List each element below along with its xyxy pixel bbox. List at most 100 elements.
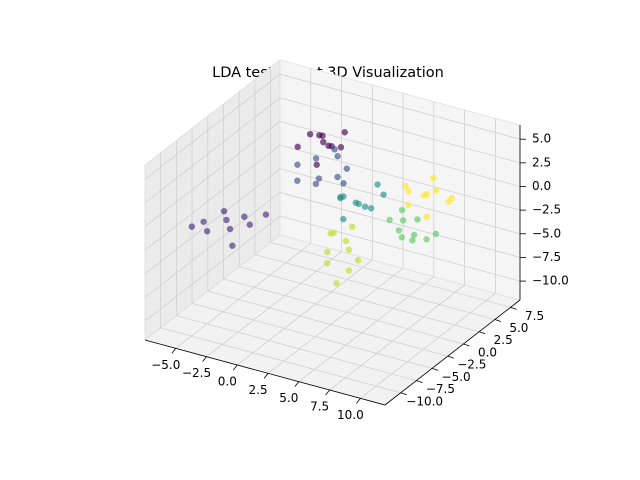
point (333, 280, 340, 287)
point (246, 221, 253, 228)
tick-mark (294, 381, 300, 387)
y-tick-label: −5.0 (442, 370, 471, 384)
point (220, 207, 228, 215)
point (398, 234, 406, 241)
tick-mark (431, 367, 439, 371)
grid-line (144, 168, 281, 275)
grid-line (176, 315, 417, 381)
grid-line (144, 121, 281, 227)
point (334, 153, 341, 160)
x-tick-label: −2.5 (182, 366, 211, 380)
point (324, 260, 331, 267)
point (354, 257, 362, 264)
point (448, 194, 455, 202)
y-tick-label: 5.0 (509, 321, 528, 335)
point (409, 237, 416, 244)
grid-line (279, 73, 521, 140)
point (324, 248, 331, 256)
x-tick-label: 10.0 (337, 408, 364, 422)
point (432, 230, 440, 238)
grid-line (239, 266, 480, 333)
point (294, 161, 301, 168)
point (262, 211, 270, 218)
point (420, 192, 428, 199)
grid-line (279, 192, 521, 258)
point (241, 213, 248, 220)
grid-line (279, 144, 521, 211)
tick-mark (202, 356, 207, 362)
point (312, 180, 320, 188)
point (229, 242, 236, 249)
grid-line (329, 284, 465, 391)
grid-line (206, 251, 342, 357)
y-tick-label: 7.5 (525, 309, 544, 323)
z-tick-label: −7.5 (532, 250, 561, 264)
point (423, 213, 431, 220)
grid-line (144, 144, 281, 251)
grid-line (144, 97, 281, 204)
point (337, 194, 344, 202)
x-tick-label: 0.0 (218, 375, 237, 389)
point (315, 175, 323, 182)
point (312, 155, 320, 162)
point (423, 236, 430, 243)
point (367, 205, 375, 212)
z-tick-label: −5.0 (532, 226, 561, 240)
point (320, 138, 327, 146)
point (414, 216, 421, 223)
y-tick-label: −2.5 (457, 358, 486, 372)
y-tick-label: −7.5 (426, 382, 455, 396)
x-tick-label: 5.0 (279, 391, 298, 405)
tick-mark (232, 364, 238, 371)
grid-line (160, 327, 401, 394)
point (410, 231, 418, 239)
point (405, 201, 412, 209)
z-tick-label: 5.0 (532, 132, 551, 146)
y-tick-label: −10.0 (406, 394, 443, 408)
grid-line (191, 302, 433, 369)
point (400, 217, 407, 224)
tick-mark (263, 373, 269, 379)
point (294, 177, 301, 184)
point (334, 173, 341, 181)
point (343, 165, 351, 172)
point (203, 228, 211, 235)
point (402, 182, 409, 190)
point (374, 181, 381, 188)
grid-line (223, 278, 464, 345)
y-tick-label: 0.0 (478, 345, 497, 359)
point (313, 161, 320, 168)
x-tick-label: 7.5 (310, 400, 329, 414)
x-axis-line (144, 339, 386, 406)
y-axis-line (384, 299, 521, 406)
point (340, 180, 347, 187)
point (380, 191, 387, 198)
point (345, 246, 353, 254)
point (294, 143, 301, 151)
point (200, 218, 207, 225)
point (331, 146, 338, 153)
tick-mark (494, 319, 502, 322)
point (337, 144, 345, 151)
grid-line (207, 290, 448, 357)
point (316, 132, 323, 139)
point (433, 187, 440, 194)
grid-line (237, 259, 373, 366)
tick-mark (447, 355, 454, 359)
grid-line (144, 192, 281, 298)
tick-mark (171, 348, 177, 354)
x-tick-label: 2.5 (249, 383, 268, 397)
point (430, 174, 437, 182)
point (306, 130, 314, 138)
grid-line (144, 73, 281, 180)
tick-mark (463, 343, 470, 347)
grid-line (270, 241, 511, 308)
grid-line (360, 293, 496, 399)
point (223, 216, 230, 224)
z-tick-label: 0.0 (532, 179, 551, 193)
point (188, 223, 196, 230)
y-tick-label: 2.5 (494, 333, 513, 347)
tick-mark (400, 392, 407, 396)
point (342, 237, 350, 245)
